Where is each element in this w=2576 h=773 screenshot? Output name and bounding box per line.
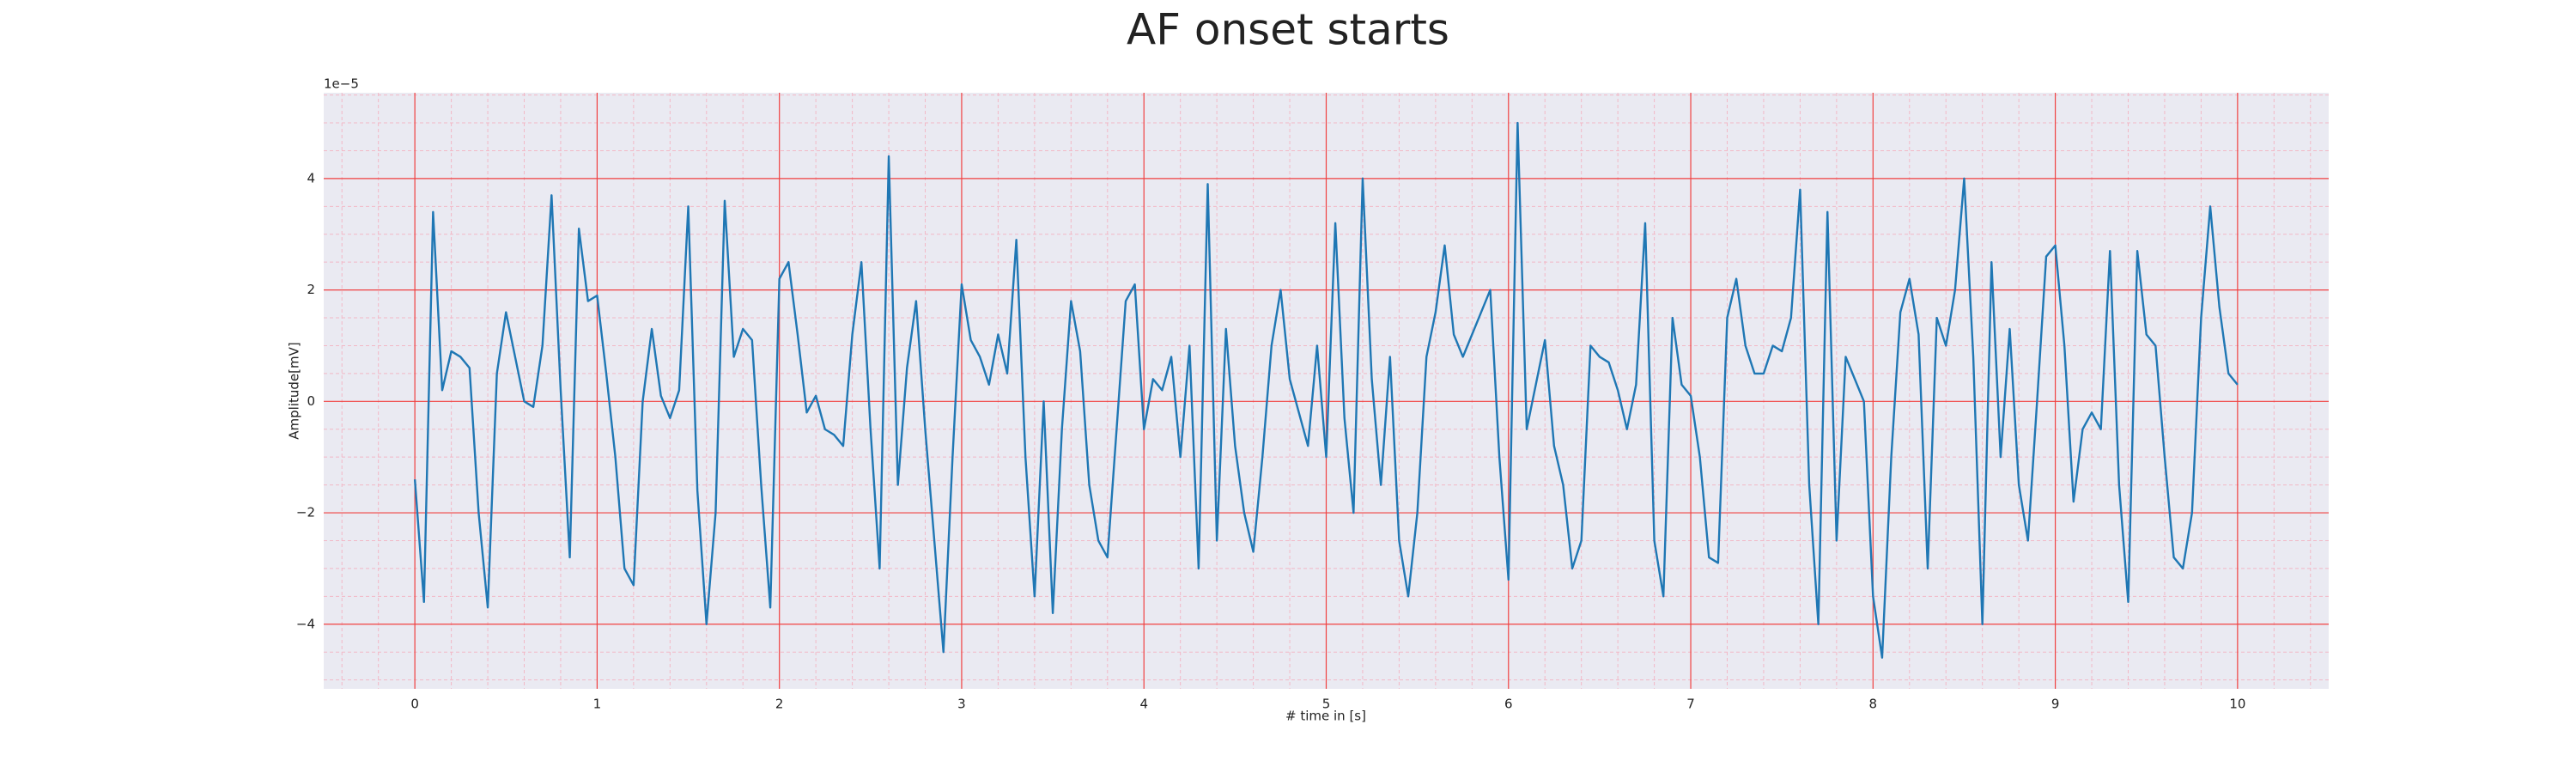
x-tick-label: 5 xyxy=(1322,697,1331,712)
x-tick-label: 1 xyxy=(593,697,602,712)
y-offset-text: 1e−5 xyxy=(324,76,359,92)
x-tick-label: 2 xyxy=(775,697,784,712)
x-tick-label: 3 xyxy=(957,697,966,712)
x-tick-label: 6 xyxy=(1504,697,1513,712)
x-tick-label: 4 xyxy=(1139,697,1148,712)
chart-title: AF onset starts xyxy=(1127,5,1449,55)
y-tick-label: 0 xyxy=(307,393,315,409)
y-axis-label: Amplitude[mV] xyxy=(287,342,302,439)
y-tick-label: −4 xyxy=(296,616,315,631)
y-tick-label: −2 xyxy=(296,505,315,520)
x-tick-label: 10 xyxy=(2229,697,2245,712)
y-tick-label: 2 xyxy=(307,282,315,297)
x-tick-label: 9 xyxy=(2051,697,2060,712)
x-tick-label: 8 xyxy=(1869,697,1878,712)
x-tick-label: 0 xyxy=(410,697,419,712)
x-axis-label: # time in [s] xyxy=(1285,709,1366,724)
x-tick-label: 7 xyxy=(1686,697,1695,712)
y-tick-label: 4 xyxy=(307,170,315,186)
data-line xyxy=(413,121,2239,659)
